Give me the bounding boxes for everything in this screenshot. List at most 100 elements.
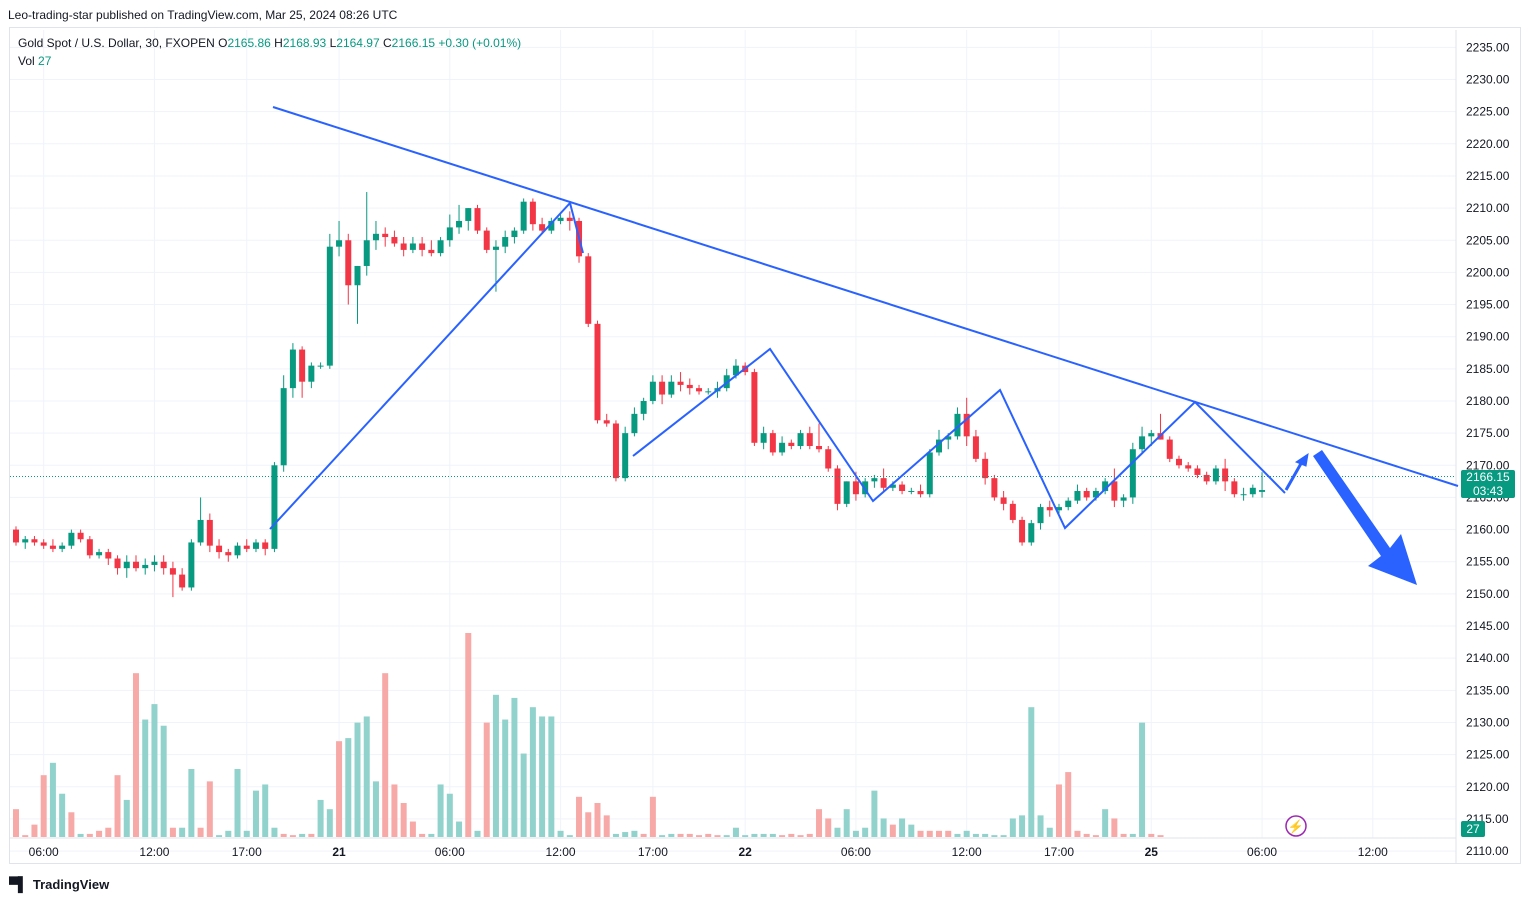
candle-body [1028,523,1035,543]
volume-bar [889,824,896,837]
candle-body [908,491,915,493]
candle [1065,497,1072,511]
symbol-legend[interactable]: Gold Spot / U.S. Dollar, 30, FXOPEN O216… [18,35,521,69]
candle-body [1102,481,1109,492]
candle [871,474,878,488]
candle-body [659,381,666,395]
tradingview-watermark[interactable]: ▀▌ TradingView [9,876,109,892]
candle-body [114,558,121,569]
candle [1139,426,1146,453]
candle [686,378,693,395]
bar-countdown: 03:43 [1472,484,1504,498]
volume-value: 27 [38,54,52,68]
candle [631,407,638,437]
candle [77,529,84,543]
volume-bar [1111,818,1118,837]
candle [1259,472,1266,498]
candle-body [59,545,66,549]
candle-body [188,542,195,588]
candle-body [603,420,610,424]
candle-body [1000,497,1007,504]
volume-bar [816,809,823,837]
candle [483,227,490,254]
candle [548,217,555,234]
candle-body [49,545,56,549]
candle [696,384,703,395]
chart-frame [9,27,1521,864]
volume-bar [179,827,186,837]
candle [982,452,989,485]
candle [991,474,998,501]
volume-bar [797,835,804,837]
candle-body [419,243,426,250]
candle-body [751,372,758,443]
volume-bar [1055,784,1062,837]
candle-body [197,519,204,543]
volume-bar [465,633,472,837]
candle [105,548,112,565]
candle-body [132,561,139,569]
candle-body [1222,468,1229,482]
candle-body [1249,487,1256,495]
volume-bar [77,833,84,837]
candle-body [363,240,370,266]
volume-bar [779,835,786,837]
candle-body [1009,503,1016,520]
candle-body [142,564,149,569]
y-tick-label: 2180.00 [1466,394,1510,408]
x-tick-label: 06:00 [29,845,59,859]
candle [336,220,343,257]
volume-bar [1065,772,1072,837]
candle [1175,455,1182,469]
candle-body [668,381,675,395]
y-tick-label: 2135.00 [1466,683,1510,697]
candle [68,529,75,549]
candle-body [1240,494,1247,496]
candle-body [160,561,167,569]
candle-body [769,433,776,453]
volume-bar [13,809,19,837]
candle [59,542,66,553]
candle [1000,491,1007,511]
volume-bar [114,775,121,837]
small-arrow-shaft [1284,459,1305,491]
candle-body [631,413,638,434]
volume-bar [437,784,444,837]
candle-body [594,323,601,421]
candle [1102,478,1109,495]
volume-bar [852,830,859,837]
candle-body [806,433,813,446]
candle-body [1055,507,1062,511]
volume-bar [696,835,703,837]
candle-body [169,568,176,575]
candle-body [705,391,712,393]
candle-body [548,220,555,231]
volume-bar [714,835,721,837]
candle-body [96,552,103,556]
candle [299,346,306,398]
candle [1194,465,1201,479]
volume-bar [22,835,29,837]
y-tick-label: 2200.00 [1466,265,1510,279]
volume-bar [216,835,223,837]
candle-body [252,542,259,549]
flash-icon[interactable]: ⚡ [1285,815,1307,837]
candle [225,548,232,562]
candle-body [13,529,19,543]
volume-bar [354,722,361,837]
volume-bar [557,830,564,837]
candle [834,465,841,511]
candle-body [68,532,75,546]
y-tick-label: 2150.00 [1466,587,1510,601]
candle-body [622,433,629,479]
volume-bar [502,719,509,837]
volume-bar [289,835,296,837]
candle [963,397,970,446]
candle-body [760,433,767,443]
candle-body [1175,458,1182,466]
volume-bar [677,833,684,837]
candle-body [372,233,379,241]
volume-bar [1074,830,1081,837]
candle [585,253,592,328]
